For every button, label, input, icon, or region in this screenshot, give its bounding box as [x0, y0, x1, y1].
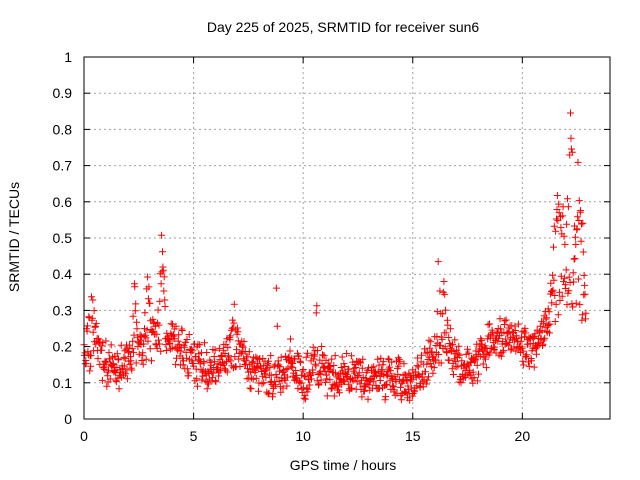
axis-ticks: 00.10.20.30.40.50.60.70.80.910 5 10 15 20	[53, 49, 610, 444]
y-tick-label: 1	[64, 49, 72, 65]
y-tick-label: 0.9	[53, 85, 73, 101]
y-tick-label: 0.3	[53, 302, 73, 318]
chart-title: Day 225 of 2025, SRMTID for receiver sun…	[207, 19, 480, 35]
x-tick-label: 5	[190, 428, 198, 444]
y-tick-label: 0.8	[53, 121, 73, 137]
y-tick-label: 0.6	[53, 194, 73, 210]
series-srmtid-points	[80, 109, 590, 404]
y-tick-label: 0.5	[53, 230, 73, 246]
x-tick-label: 15	[405, 428, 421, 444]
x-axis-label: GPS time / hours	[290, 457, 397, 473]
x-tick-label: 20	[515, 428, 531, 444]
x-tick-label: 10	[295, 428, 311, 444]
data-points	[80, 109, 590, 404]
y-tick-label: 0.1	[53, 375, 73, 391]
grid	[84, 57, 610, 419]
y-tick-label: 0.2	[53, 339, 73, 355]
y-axis-label: SRMTID / TECUs	[6, 182, 22, 292]
y-tick-label: 0.4	[53, 266, 73, 282]
x-tick-label: 0	[80, 428, 88, 444]
y-tick-label: 0	[64, 411, 72, 427]
y-tick-label: 0.7	[53, 158, 73, 174]
plot-frame	[83, 56, 611, 420]
